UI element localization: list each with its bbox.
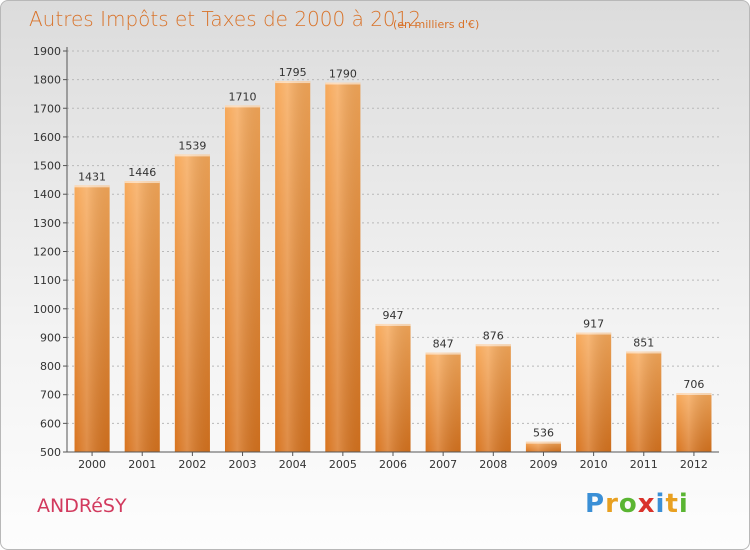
bar-top-highlight xyxy=(375,323,411,326)
bar-top-highlight xyxy=(475,344,511,347)
chart-title: Autres Impôts et Taxes de 2000 à 2012 xyxy=(29,7,422,31)
data-label: 1795 xyxy=(279,66,307,79)
logo-letter: P xyxy=(585,489,606,519)
logo-letter: o xyxy=(618,489,638,519)
x-tick-label: 2006 xyxy=(379,458,407,471)
bar-top-highlight xyxy=(174,154,210,157)
bar-shine xyxy=(174,154,210,453)
bar-top-highlight xyxy=(676,392,712,395)
y-tick-label: 1400 xyxy=(33,188,61,201)
data-label: 706 xyxy=(683,378,704,391)
x-tick-label: 2012 xyxy=(680,458,708,471)
bar-top-highlight xyxy=(576,332,612,335)
logo-letter: i xyxy=(655,489,666,519)
y-tick-label: 1300 xyxy=(33,217,61,230)
bar-top-highlight xyxy=(275,81,311,84)
y-tick-label: 1700 xyxy=(33,102,61,115)
x-tick-label: 2010 xyxy=(580,458,608,471)
data-label: 1446 xyxy=(128,166,156,179)
x-tick-label: 2001 xyxy=(128,458,156,471)
x-tick-label: 2008 xyxy=(479,458,507,471)
y-tick-label: 1900 xyxy=(33,45,61,58)
data-label: 1431 xyxy=(78,170,106,183)
bar-top-highlight xyxy=(224,105,261,108)
y-tick-label: 700 xyxy=(40,389,61,402)
data-label: 1710 xyxy=(229,90,257,103)
x-tick-label: 2007 xyxy=(429,458,457,471)
x-tick-label: 2004 xyxy=(279,458,307,471)
bar-shine xyxy=(425,352,461,452)
bar-top-highlight xyxy=(425,352,461,355)
data-label: 851 xyxy=(633,336,654,349)
proxiti-logo: Proxiti xyxy=(585,489,689,519)
y-tick-label: 500 xyxy=(40,446,61,459)
bar-shine xyxy=(124,181,160,452)
bar-top-highlight xyxy=(124,181,160,184)
bar-top-highlight xyxy=(525,441,562,444)
logo-letter: i xyxy=(678,489,689,519)
data-label: 1790 xyxy=(329,68,357,81)
city-name: ANDRéSY xyxy=(37,495,127,517)
x-tick-label: 2000 xyxy=(78,458,106,471)
y-tick-label: 1500 xyxy=(33,160,61,173)
logo-letter: x xyxy=(637,489,656,519)
data-label: 847 xyxy=(433,338,454,351)
y-tick-label: 1100 xyxy=(33,274,61,287)
y-tick-label: 1800 xyxy=(33,74,61,87)
logo-letter: t xyxy=(665,489,679,519)
x-tick-label: 2003 xyxy=(229,458,257,471)
bar-shine xyxy=(676,392,712,452)
bar-shine xyxy=(475,344,511,452)
bar-shine xyxy=(525,441,562,452)
x-tick-label: 2009 xyxy=(529,458,557,471)
chart-unit: (en milliers d'€) xyxy=(393,18,480,31)
y-tick-label: 1200 xyxy=(33,246,61,259)
y-tick-label: 900 xyxy=(40,331,61,344)
bar-top-highlight xyxy=(325,82,361,85)
y-tick-label: 1600 xyxy=(33,131,61,144)
logo-letter: r xyxy=(605,489,619,519)
bar-shine xyxy=(325,82,361,452)
bar-shine xyxy=(375,323,411,452)
data-label: 1539 xyxy=(178,139,206,152)
bar-shine xyxy=(74,185,110,452)
data-label: 917 xyxy=(583,318,604,331)
data-label: 536 xyxy=(533,427,554,440)
bar-shine xyxy=(626,351,662,452)
bar-top-highlight xyxy=(626,351,662,354)
bar-top-highlight xyxy=(74,185,110,188)
y-tick-label: 800 xyxy=(40,360,61,373)
bar-shine xyxy=(224,105,261,453)
bar-shine xyxy=(576,332,612,452)
data-label: 947 xyxy=(383,309,404,322)
x-tick-label: 2011 xyxy=(630,458,658,471)
x-tick-label: 2002 xyxy=(178,458,206,471)
x-tick-label: 2005 xyxy=(329,458,357,471)
y-tick-label: 1000 xyxy=(33,303,61,316)
data-label: 876 xyxy=(483,329,504,342)
y-tick-label: 600 xyxy=(40,417,61,430)
bar-shine xyxy=(275,81,311,452)
